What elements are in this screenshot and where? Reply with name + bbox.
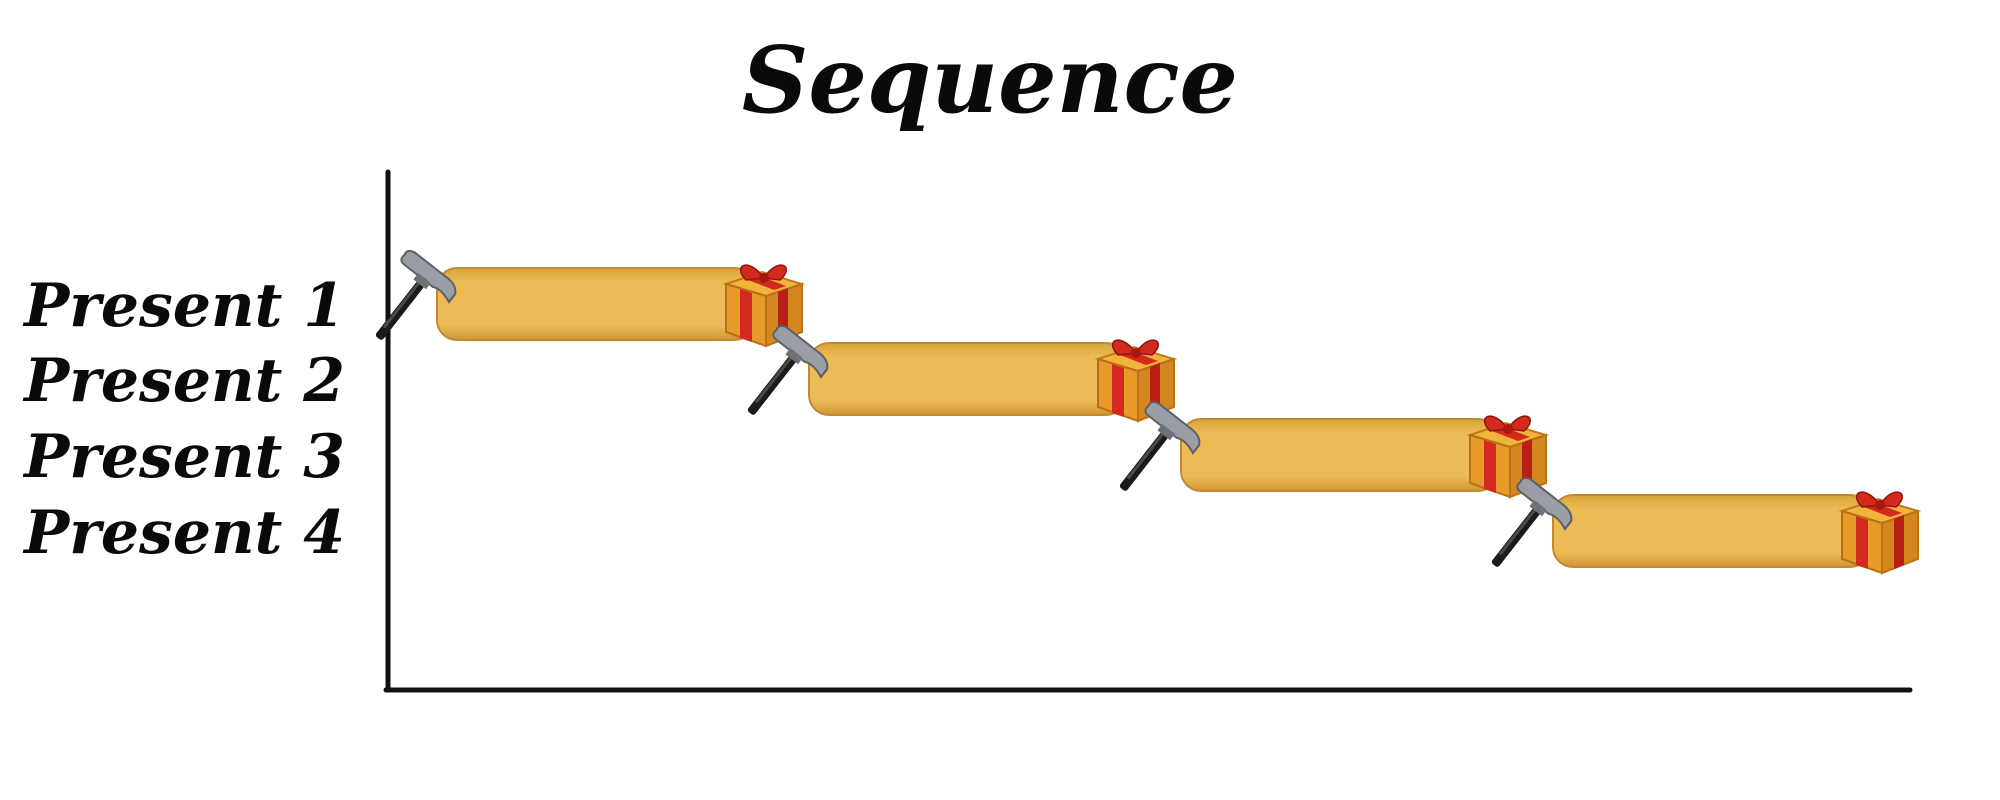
task-bar-group (375, 249, 806, 348)
task-bar-group (747, 324, 1178, 423)
y-tick-label: Present 1 (22, 271, 345, 341)
gift-icon (1838, 491, 1922, 575)
task-bar-group (1491, 476, 1922, 575)
task-bar (1552, 494, 1871, 568)
y-tick-label: Present 3 (22, 422, 345, 492)
hammer-icon (375, 249, 457, 340)
task-bar (436, 267, 755, 341)
hammer-icon (1491, 476, 1573, 567)
task-bar-group (1119, 400, 1550, 499)
y-tick-label: Present 2 (22, 346, 345, 416)
task-bar (808, 342, 1127, 416)
y-tick-label: Present 4 (22, 498, 345, 568)
task-bar (1180, 418, 1499, 492)
hammer-icon (1119, 400, 1201, 491)
chart-title: Sequence (742, 26, 1238, 134)
gift-icon (1094, 339, 1178, 423)
gift-icon (1466, 415, 1550, 499)
hammer-icon (747, 324, 829, 415)
task-bars (375, 249, 1922, 575)
